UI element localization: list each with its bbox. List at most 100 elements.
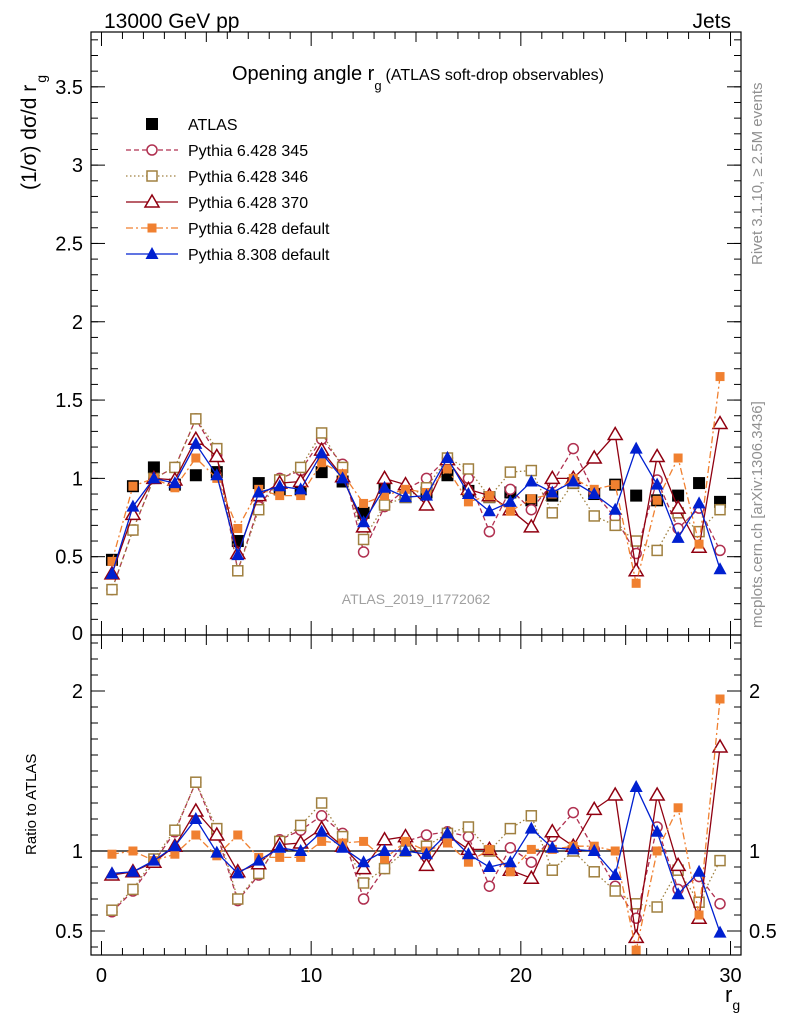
legend-item: Pythia 6.428 370	[126, 193, 308, 212]
ratio-point	[714, 898, 726, 910]
data-point	[693, 525, 705, 538]
ratio-y-axis-label: Ratio to ATLAS	[23, 754, 40, 855]
data-point	[401, 484, 411, 494]
data-point	[107, 556, 117, 566]
ratio-point	[275, 852, 285, 862]
data-point	[463, 497, 473, 507]
ratio-point	[669, 856, 687, 872]
ratio-point	[652, 846, 662, 856]
ratio-point	[357, 893, 370, 905]
ratio-point	[629, 780, 643, 792]
ratio-series-line	[111, 746, 721, 938]
chart-title-suffix: (ATLAS soft-drop observables)	[386, 67, 604, 84]
data-point	[711, 415, 729, 430]
y-axis-label: (1/σ) dσ/d rg	[18, 75, 49, 190]
ratio-point	[315, 797, 328, 809]
data-point	[713, 562, 727, 575]
y-tick-label: 2	[72, 312, 83, 334]
ratio-point	[317, 836, 327, 846]
series-line	[111, 442, 721, 575]
data-point	[648, 447, 666, 463]
ratio-point	[463, 857, 473, 867]
ratio-point	[504, 842, 517, 854]
ratio-point	[294, 819, 307, 832]
ratio-point	[147, 853, 161, 866]
ratio-point	[483, 880, 496, 892]
series-line	[111, 423, 721, 575]
legend: ATLAS Pythia 6.428 345 Pythia 6.428 346 Pyt…	[126, 117, 330, 264]
y-tick-label: 3	[72, 155, 83, 177]
ratio-point	[399, 844, 413, 856]
ratio-point	[357, 855, 371, 868]
y-axis-label-subscript: g	[33, 75, 49, 83]
data-point	[610, 480, 620, 490]
ratio-point	[715, 694, 725, 704]
data-point	[380, 491, 390, 501]
data-point	[127, 524, 139, 536]
legend-marker	[146, 170, 158, 182]
ratio-point	[648, 786, 666, 801]
data-point	[567, 442, 580, 455]
ratio-point	[711, 738, 729, 753]
ratio-point	[714, 854, 726, 867]
ratio-point	[484, 844, 494, 854]
ratio-point	[587, 844, 601, 856]
legend-marker	[146, 118, 158, 130]
data-point	[651, 544, 663, 557]
x-tick-label: 30	[719, 965, 741, 987]
data-point	[504, 466, 517, 478]
ratio-point	[526, 844, 536, 854]
data-point	[378, 499, 391, 511]
ratio-point	[106, 904, 118, 916]
data-point	[714, 544, 726, 557]
ratio-point	[442, 838, 452, 848]
ratio-point	[357, 877, 370, 889]
ratio-series-line	[111, 785, 721, 933]
ratio-point	[419, 847, 433, 860]
chart-marks	[103, 372, 729, 955]
ratio-point	[651, 901, 663, 913]
side-text-top: Rivet 3.1.10, ≥ 2.5M events	[749, 83, 766, 266]
ratio-point	[380, 854, 390, 864]
data-point	[587, 487, 601, 500]
y-tick-label: 1.5	[55, 390, 83, 412]
ratio-point	[233, 830, 243, 840]
data-point	[462, 463, 475, 475]
ratio-point	[296, 852, 306, 862]
legend-item: Pythia 6.428 346	[126, 169, 308, 186]
data-point	[399, 490, 413, 503]
ratio-point	[105, 866, 119, 879]
ratio-point	[378, 862, 391, 875]
data-point	[128, 481, 138, 491]
ratio-point	[650, 824, 664, 837]
data-point	[252, 485, 266, 498]
data-point	[694, 539, 704, 549]
ratio-point	[546, 864, 559, 876]
ratio-point	[359, 836, 369, 846]
legend-label: Pythia 6.428 345	[188, 143, 308, 160]
series-line	[111, 417, 721, 590]
ratio-point	[609, 885, 621, 897]
ratio-point	[503, 855, 517, 868]
data-point	[357, 533, 370, 546]
data-point	[418, 496, 435, 511]
ratio-point	[189, 812, 203, 824]
ratio-point	[462, 821, 475, 833]
y-tick-label: 3.5	[55, 77, 83, 99]
data-point	[524, 474, 538, 487]
ratio-point	[504, 822, 517, 835]
data-point	[315, 446, 329, 459]
ratio-point	[294, 844, 308, 856]
ratio-point	[170, 849, 180, 859]
ratio-point	[190, 776, 202, 788]
axes-ticks: 0.511.522.533.50.5 0.51 12 20 10 20 300	[55, 32, 777, 987]
ratio-point	[523, 869, 540, 884]
legend-label: Pythia 6.428 346	[188, 169, 308, 186]
data-point	[672, 489, 685, 502]
data-point	[233, 523, 243, 533]
data-point	[106, 583, 118, 596]
ratio-point	[355, 860, 372, 875]
ratio-series-line	[111, 698, 721, 951]
data-point	[669, 499, 687, 514]
ratio-point	[127, 883, 139, 896]
